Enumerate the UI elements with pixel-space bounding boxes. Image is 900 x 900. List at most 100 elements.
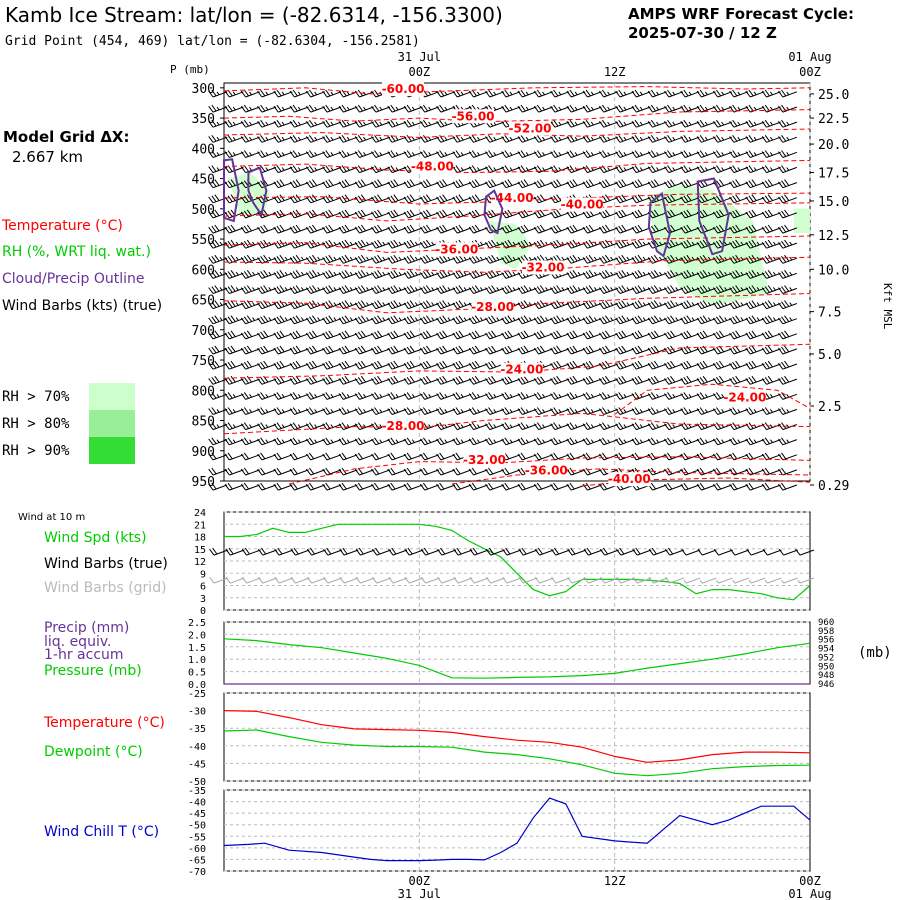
wind-barb <box>778 239 798 249</box>
contour-label-bg <box>382 418 425 433</box>
wind-barb <box>566 375 586 385</box>
wind-barb <box>468 285 488 294</box>
wind-barb <box>615 392 635 400</box>
wind-barb <box>778 452 798 461</box>
wind-barb <box>598 179 618 189</box>
wind-barb <box>582 254 602 264</box>
wind-barb <box>354 270 374 279</box>
temperature-contour-label: -40.00 <box>561 198 604 212</box>
wind-barb <box>419 239 439 249</box>
wind-barb <box>224 300 244 310</box>
wind-barb <box>468 422 488 431</box>
wind-barb <box>712 482 732 491</box>
contour-label-bg <box>525 463 568 478</box>
wind-barb <box>729 437 749 446</box>
panel-frame <box>223 789 811 872</box>
wind-barb <box>631 254 651 264</box>
wind-barb <box>468 467 488 476</box>
wind-barb <box>419 375 439 385</box>
temperature-contour-label: -28.00 <box>382 419 425 433</box>
wind-barb <box>224 407 244 415</box>
wind10-barb-true <box>730 548 750 556</box>
wind-barb <box>664 392 684 400</box>
wind-barb <box>745 482 765 491</box>
precip-liq-label: liq. equiv. <box>44 634 111 650</box>
wind-barb <box>224 467 244 476</box>
wind-barb <box>501 437 521 446</box>
wind-barb <box>419 179 439 189</box>
height-tick-label: 7.5 <box>818 306 841 321</box>
wind-barb <box>485 360 505 370</box>
wind-barb <box>712 239 732 249</box>
windchill-line <box>223 797 811 862</box>
wind-barb <box>387 119 407 128</box>
time-day-label-bottom: 01 Aug <box>788 887 831 900</box>
wind-barb <box>745 194 765 204</box>
wind-barb <box>533 422 553 431</box>
wind-barb <box>322 375 342 385</box>
wind-barb <box>517 375 537 385</box>
wind-barb <box>468 150 488 158</box>
wind-barb <box>761 119 781 128</box>
contour-label-bg <box>471 299 514 314</box>
wind-barb <box>680 135 700 143</box>
wind-barb <box>468 89 488 98</box>
wind-barb <box>680 239 700 249</box>
wind-barb <box>273 224 293 234</box>
wind-barb <box>631 89 651 98</box>
wind-barb <box>582 209 602 219</box>
wind-barb <box>550 437 570 446</box>
wind-barb <box>745 270 765 279</box>
wind-barb <box>257 360 277 370</box>
wind-barb <box>761 360 781 370</box>
wind-barb <box>273 179 293 189</box>
wind-barb <box>240 345 260 355</box>
wind-barb <box>696 165 716 174</box>
wind-barb <box>533 392 553 400</box>
panel-tick-label: -30 <box>188 707 206 718</box>
wind10-barb-true <box>697 548 717 556</box>
wind-barb <box>745 254 765 264</box>
wind-barb <box>566 150 586 158</box>
wind-barb <box>647 165 667 174</box>
wind-barb <box>712 467 732 476</box>
wind-barb <box>289 270 309 279</box>
wind10-barb-grid <box>290 576 310 584</box>
wind-barb <box>615 315 635 325</box>
wind-barb <box>778 330 798 340</box>
wind10-barb-grid <box>732 577 750 584</box>
wind-barb <box>566 285 586 294</box>
wind-barb <box>582 104 602 113</box>
wind-barb <box>452 165 472 174</box>
wind10-barb-true <box>404 547 424 556</box>
wind-barb <box>371 375 391 385</box>
wind-barb <box>582 407 602 415</box>
pressure-tick-label: 300 <box>192 82 215 97</box>
wind-barb <box>745 179 765 189</box>
wind-barb <box>289 209 309 219</box>
wind-barb <box>468 315 488 325</box>
height-tick-label: 15.0 <box>818 195 849 210</box>
cloud-outline <box>696 177 730 256</box>
wind-barb <box>761 239 781 249</box>
wind10-barb-grid <box>339 576 359 584</box>
wind-barb <box>371 482 391 491</box>
cloud-outline <box>647 191 672 258</box>
wind-barb <box>468 119 488 128</box>
wind-barb <box>631 330 651 340</box>
wind-barb <box>436 422 456 431</box>
panel-tick-label: -25 <box>188 689 206 700</box>
wind-barb <box>257 392 277 400</box>
wind-barb <box>550 452 570 461</box>
wind-barb <box>387 179 407 189</box>
wind-barb <box>305 89 325 98</box>
wind-barb <box>403 407 423 415</box>
wind-barb <box>696 224 716 234</box>
wind-barb <box>387 104 407 113</box>
wind-barb <box>468 392 488 400</box>
pressure-tick-label: 950 <box>818 662 834 672</box>
wind-barb <box>419 345 439 355</box>
wind-barb <box>322 179 342 189</box>
wind-barb <box>208 254 228 264</box>
wind-barb <box>631 375 651 385</box>
